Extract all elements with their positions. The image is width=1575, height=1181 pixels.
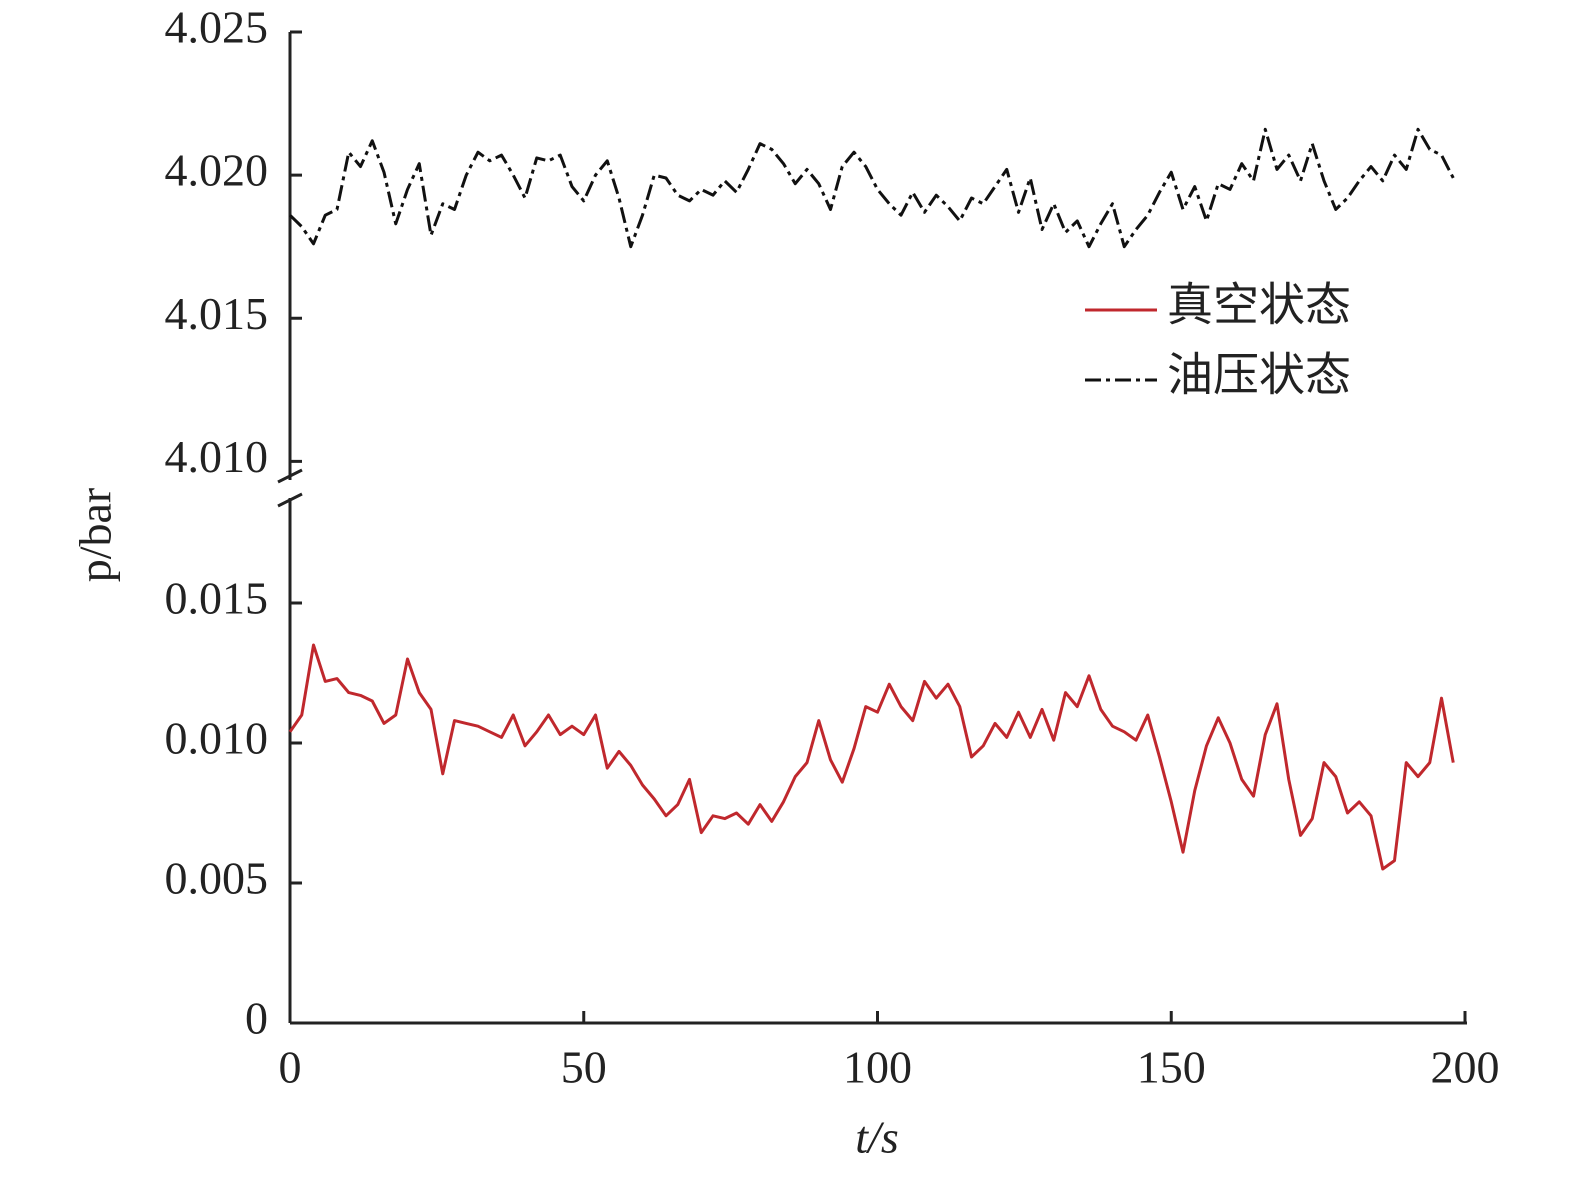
axis-break xyxy=(277,468,303,484)
y-tick-label: 0.005 xyxy=(165,853,269,904)
y-tick-label: 0.010 xyxy=(165,713,269,764)
x-tick-label: 50 xyxy=(561,1042,607,1093)
x-tick-label: 200 xyxy=(1431,1042,1500,1093)
legend-label: 真空状态 xyxy=(1167,280,1351,331)
y-tick-label: 4.010 xyxy=(165,431,269,482)
y-tick-label: 0.015 xyxy=(165,573,269,624)
series-line xyxy=(288,127,1455,249)
x-axis-label: t/s xyxy=(855,1112,898,1163)
x-tick-label: 0 xyxy=(279,1042,302,1093)
y-axis-label: p/bar xyxy=(70,488,121,583)
x-tick-label: 100 xyxy=(843,1042,912,1093)
y-tick-label: 4.015 xyxy=(165,288,269,339)
y-tick-label: 4.020 xyxy=(165,145,269,196)
series-line xyxy=(288,643,1455,871)
y-tick-label: 0 xyxy=(245,993,268,1044)
legend-label: 油压状态 xyxy=(1167,350,1351,401)
axis-break xyxy=(277,492,303,508)
y-tick-label: 4.025 xyxy=(165,2,269,53)
x-tick-label: 150 xyxy=(1137,1042,1206,1093)
